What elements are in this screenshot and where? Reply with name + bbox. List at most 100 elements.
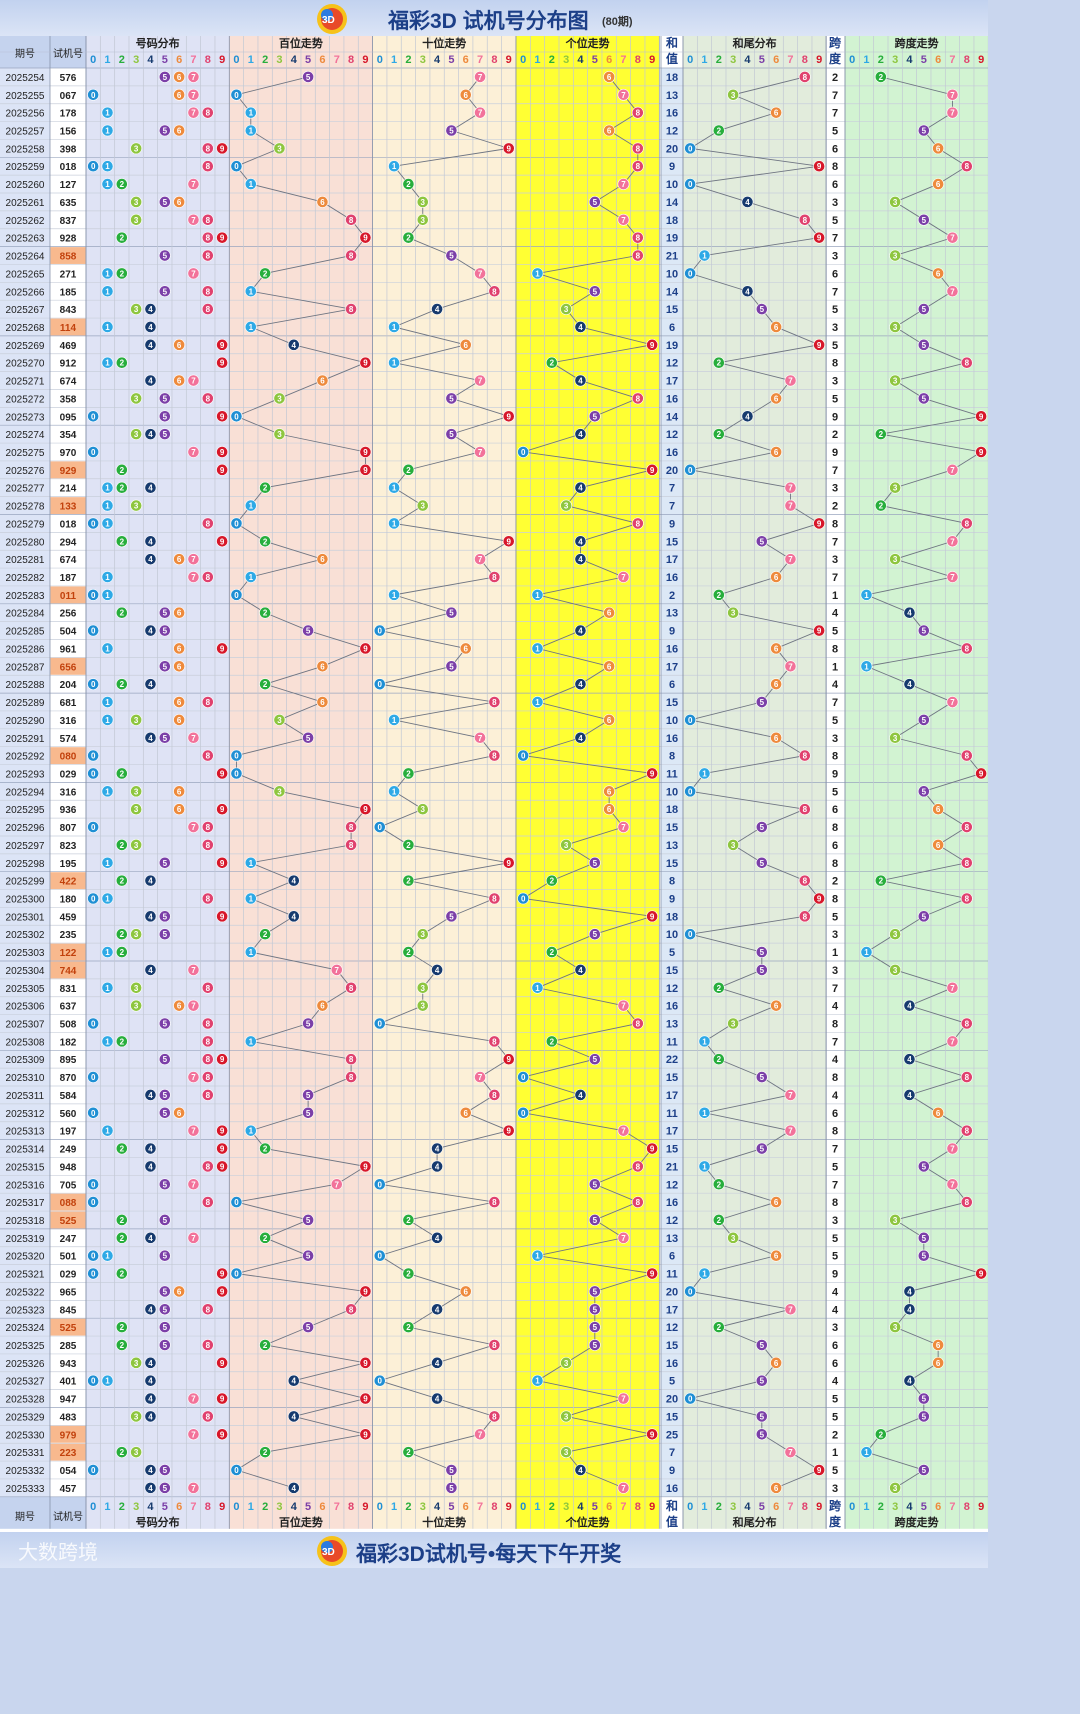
distribution-ball-label: 2 (120, 1323, 125, 1332)
span-trend-point (903, 1285, 916, 1298)
period-cell: 2025282 (6, 573, 45, 584)
hundreds-trend-point (244, 285, 257, 298)
distribution-ball-label: 4 (148, 1484, 153, 1493)
top-span-header-top: 跨 (829, 36, 842, 50)
hundreds-trend-point-label: 3 (277, 430, 282, 439)
tens-trend-point (373, 1249, 386, 1262)
bottom-span_trend-digit-label: 9 (978, 1501, 984, 1513)
bottom-tens-digit-label: 3 (420, 1501, 426, 1513)
hundreds-trend-point (273, 785, 286, 798)
trial-number-cell: 501 (60, 1252, 77, 1263)
sum-tail-trend-point (684, 785, 697, 798)
tens-trend-point (402, 463, 415, 476)
sum-cell: 15 (666, 1072, 678, 1084)
tens-trend-point-label: 2 (406, 769, 411, 778)
units-trend-point (531, 588, 544, 601)
sum-tail-trend-point (727, 1231, 740, 1244)
footer-slogan: 福彩3D试机号•每天下午开奖 (356, 1543, 622, 1566)
distribution-ball-label: 3 (134, 1412, 139, 1421)
period-cell: 2025311 (6, 1091, 45, 1102)
hundreds-trend-point-label: 2 (263, 1234, 268, 1243)
sum-tail-trend-point-label: 6 (774, 1484, 779, 1493)
units-trend-point (560, 499, 573, 512)
bottom-span_trend-digit-label: 4 (906, 1501, 913, 1513)
hundreds-trend-point-label: 6 (320, 698, 325, 707)
trial-number-cell: 574 (60, 734, 77, 745)
period-cell: 2025266 (6, 287, 45, 298)
span-trend-point (917, 1392, 930, 1405)
hundreds-trend-point-label: 5 (306, 1020, 311, 1029)
distribution-ball-label: 8 (206, 1198, 211, 1207)
period-cell: 2025271 (6, 377, 45, 388)
span-cell: 8 (832, 1197, 838, 1209)
sum-tail-trend-point (741, 410, 754, 423)
tens-trend-point (373, 1017, 386, 1030)
period-cell: 2025291 (6, 734, 45, 745)
trial-number-cell: 088 (60, 1198, 77, 1209)
span-trend-point-label: 8 (965, 644, 970, 653)
repeat-highlight (50, 247, 86, 264)
hundreds-trend-point (302, 624, 315, 637)
span-trend-point (889, 249, 902, 262)
hundreds-trend-point-label: 0 (234, 1198, 239, 1207)
distribution-ball (144, 535, 157, 548)
span-trend-point (889, 321, 902, 333)
span-trend-point (917, 910, 930, 923)
distribution-ball (158, 1321, 171, 1334)
tens-trend-point-label: 3 (421, 1002, 426, 1011)
hundreds-trend-point (287, 1481, 300, 1494)
units-trend-point (574, 964, 587, 976)
bottom-tens-digit-label: 4 (434, 1501, 441, 1513)
period-cell: 2025332 (6, 1466, 45, 1477)
top-tens-digit-label: 5 (448, 54, 454, 66)
sum-tail-trend-point (684, 267, 697, 280)
trial-number-cell: 354 (60, 430, 77, 441)
distribution-ball (130, 785, 143, 798)
distribution-ball (115, 1142, 128, 1155)
units-trend-point (603, 606, 616, 619)
span-trend-point (960, 821, 973, 833)
span-cell: 9 (832, 411, 838, 423)
trial-number-cell: 195 (60, 859, 77, 870)
distribution-ball-label: 5 (163, 287, 168, 296)
distribution-ball-label: 2 (120, 180, 125, 189)
hundreds-trend-point (230, 160, 243, 173)
distribution-ball (201, 392, 214, 405)
period-cell: 2025295 (6, 805, 45, 816)
span-trend-point (874, 874, 887, 887)
sum-cell: 16 (666, 1483, 678, 1495)
top-units-digit-label: 0 (520, 54, 526, 66)
span-trend-point (860, 946, 873, 958)
distribution-ball-label: 8 (206, 1412, 211, 1421)
period-cell: 2025287 (6, 662, 45, 673)
tens-trend-point-label: 7 (478, 448, 483, 457)
span-trend-point (889, 553, 902, 566)
sum-tail-trend-point (698, 767, 711, 780)
units-trend-point-label: 9 (650, 1145, 655, 1154)
bottom-tens-digit-label: 8 (491, 1501, 497, 1513)
period-cell: 2025284 (6, 609, 45, 620)
distribution-ball-label: 8 (206, 162, 211, 171)
distribution-ball (216, 1428, 229, 1441)
span-trend-point-label: 5 (922, 216, 927, 225)
period-cell: 2025316 (6, 1180, 45, 1191)
distribution-ball (101, 642, 114, 655)
top-num_dist-digit-label: 4 (147, 54, 154, 66)
span-trend-point-label: 6 (936, 805, 941, 814)
sum-tail-trend-point-label: 0 (688, 180, 693, 189)
hundreds-trend-point-label: 9 (363, 644, 368, 653)
distribution-ball-label: 2 (120, 537, 125, 546)
period-cell: 2025292 (6, 752, 45, 763)
distribution-ball-label: 5 (163, 1055, 168, 1064)
span-cell: 7 (832, 90, 838, 102)
top-units-digit-label: 7 (620, 54, 626, 66)
distribution-ball (201, 696, 214, 708)
hundreds-trend-point-label: 2 (263, 484, 268, 493)
units-trend-point (646, 1428, 659, 1441)
distribution-ball-label: 4 (148, 341, 153, 350)
span-cell: 2 (832, 501, 838, 513)
units-trend-point-label: 5 (593, 1180, 598, 1189)
top-span_trend-digit-label: 0 (849, 54, 855, 66)
repeat-highlight (50, 318, 86, 336)
hundreds-trend-point (287, 874, 300, 887)
